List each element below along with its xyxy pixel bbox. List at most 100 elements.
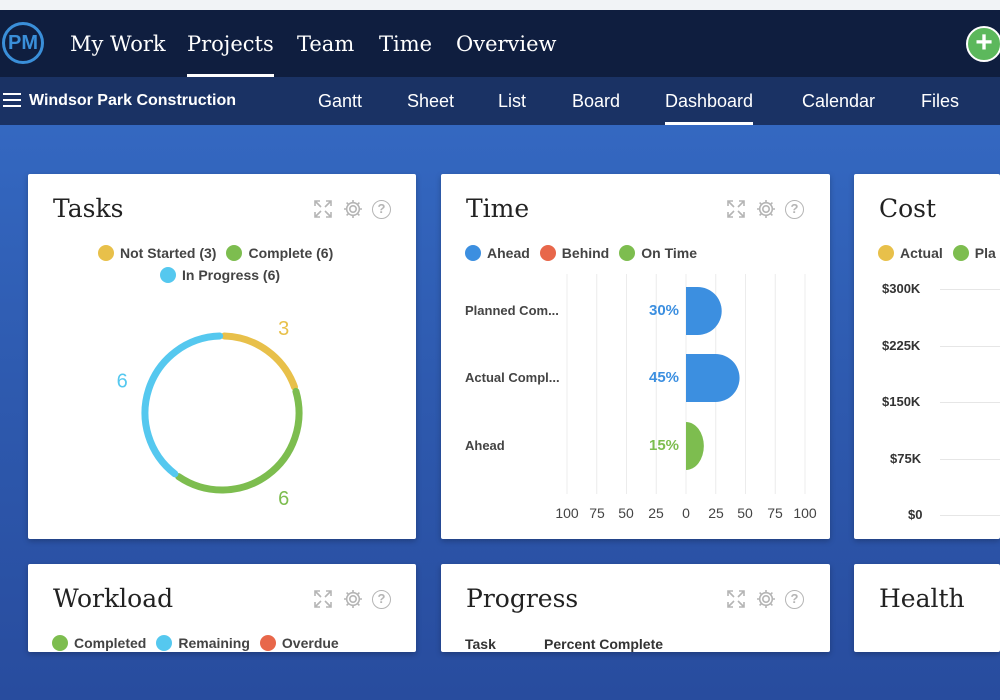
time-bar[interactable] [686,287,722,335]
legend-swatch [259,635,276,651]
cost-legend: Actual Pla [878,245,1000,264]
segment-not-started[interactable] [220,332,298,391]
bar-category-label: Ahead [465,438,505,453]
bar-value-label: 30% [649,302,680,319]
card-title: Health [879,584,965,613]
legend-item: In Progress (6) [160,267,280,283]
plus-icon: + [975,26,993,59]
bar-category-label: Actual Compl... [465,370,560,385]
nav-overview[interactable]: Overview [456,31,557,56]
y-tick-label: $75K [890,451,922,466]
card-title: Time [466,194,530,223]
legend-item: On Time [619,245,697,261]
legend-swatch [160,267,176,283]
gear-icon[interactable] [755,198,777,220]
tab-sheet[interactable]: Sheet [407,91,455,111]
bar-category-label: Planned Com... [465,303,559,318]
nav-projects[interactable]: Projects [187,10,274,77]
gridline [940,289,1000,290]
progress-card: Progress ? Task Percent Complete [441,564,830,652]
card-title: Workload [53,584,174,613]
y-tick-label: $150K [882,394,921,409]
gear-icon[interactable] [342,198,364,220]
legend-item: Completed [52,635,146,651]
x-tick-label: 75 [767,505,783,521]
tasks-legend-row2: In Progress (6) [160,267,290,286]
segment-in-progress[interactable] [141,332,224,478]
segment-complete[interactable] [175,387,303,494]
gear-icon[interactable] [342,588,364,610]
gear-icon[interactable] [755,588,777,610]
bar-value-label: 45% [649,369,680,386]
tab-files[interactable]: Files [921,91,960,111]
tasks-legend: Not Started (3) Complete (6) [98,245,343,264]
legend-item: Complete (6) [226,245,333,261]
dashboard-area: Tasks ? Not Started (3) Complete (6) In P… [0,125,1000,700]
tab-gantt[interactable]: Gantt [318,91,363,111]
legend-item: Behind [539,245,609,261]
top-navigation: PM My Work Projects Team Time Overview + [0,10,1000,77]
legend-item: Overdue [259,635,339,651]
nav-team[interactable]: Team [297,31,355,56]
x-tick-label: 100 [793,505,817,521]
card-tools: ? [312,588,391,610]
tab-list[interactable]: List [498,91,527,111]
pm-logo[interactable]: PM [2,22,44,64]
expand-icon[interactable] [312,198,334,220]
nav-time[interactable]: Time [379,31,433,56]
segment-value-label: 6 [117,371,128,393]
tab-board[interactable]: Board [572,91,621,111]
workload-legend: Completed Remaining Overdue [52,635,349,652]
legend-swatch [619,245,636,261]
x-tick-label: 25 [708,505,724,521]
nav-my-work[interactable]: My Work [70,31,166,56]
card-tools: ? [725,198,804,220]
cost-card: Cost Actual Pla $300K $225K $150K $75K $0 [854,174,1000,539]
gridline [940,402,1000,403]
gridline [940,346,1000,347]
tasks-donut-chart: 3 6 6 [117,318,303,510]
x-tick-label: 0 [682,505,690,521]
gridline [940,515,1000,516]
segment-value-label: 6 [278,488,289,510]
time-legend: Ahead Behind On Time [465,245,707,264]
legend-swatch [156,635,173,651]
expand-icon[interactable] [725,588,747,610]
segment-value-label: 3 [278,318,289,340]
column-header-task[interactable]: Task [465,636,496,652]
legend-swatch [878,245,894,261]
help-icon[interactable]: ? [372,589,391,609]
card-title: Cost [879,194,937,223]
project-name[interactable]: Windsor Park Construction [29,92,236,109]
y-tick-label: $300K [882,281,921,296]
help-icon[interactable]: ? [785,199,804,219]
tab-calendar[interactable]: Calendar [802,91,876,111]
legend-item: Pla [952,245,996,261]
card-tools: ? [312,198,391,220]
time-bar-chart [566,274,806,494]
time-bar[interactable] [686,422,704,470]
help-icon[interactable]: ? [785,589,804,609]
expand-icon[interactable] [312,588,334,610]
workload-card: Workload ? Completed Remaining Overdue [28,564,416,652]
legend-item: Remaining [156,635,250,651]
menu-icon[interactable] [3,93,21,109]
x-tick-label: 100 [555,505,579,521]
card-title: Tasks [53,194,124,223]
legend-swatch [465,245,481,261]
card-tools: ? [725,588,804,610]
column-header-percent-complete[interactable]: Percent Complete [544,636,664,652]
project-toolbar: Windsor Park Construction Gantt Sheet Li… [0,77,1000,125]
add-button[interactable]: + [966,26,1000,62]
expand-icon[interactable] [725,198,747,220]
help-icon[interactable]: ? [372,199,391,219]
legend-swatch [226,245,243,261]
legend-item: Actual [878,245,943,261]
tab-dashboard[interactable]: Dashboard [665,77,754,125]
time-bar[interactable] [686,354,740,402]
y-tick-label: $225K [882,338,921,353]
x-tick-label: 75 [589,505,605,521]
health-card: Health [854,564,1000,652]
tasks-card: Tasks ? Not Started (3) Complete (6) In P… [28,174,416,539]
gridline [940,459,1000,460]
